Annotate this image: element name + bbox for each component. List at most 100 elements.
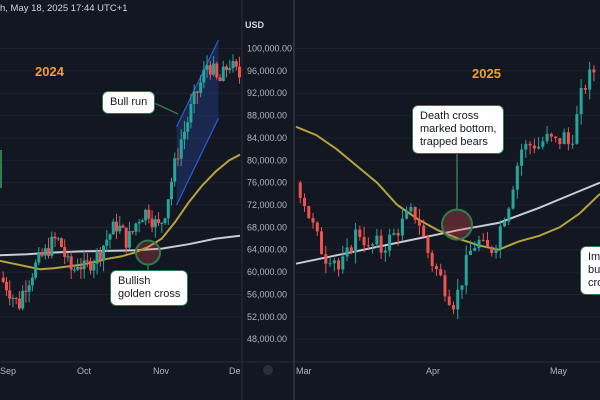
candle-body [234,61,238,67]
candle-body [53,236,57,239]
offscreen-callout-edge [0,150,2,188]
candle-body [147,209,151,219]
channel-upper-line [176,39,219,128]
candle-body [17,298,21,309]
candle-body [140,220,144,223]
tradingview-logo-icon [263,365,273,375]
candle-body [494,247,498,253]
candle-body [24,290,28,292]
candle-body [528,143,532,146]
bull-run-pointer [151,101,179,115]
candle-body [464,254,468,286]
candle-body [537,146,541,149]
candle-body [56,238,60,240]
candle-body [176,158,180,160]
candle-body [92,263,96,271]
bull-run-channel [176,40,219,206]
candle-body [375,235,379,245]
death-cross-marker [441,208,473,241]
candle-body [549,133,553,137]
candle-body [575,114,579,144]
candle-body [507,208,511,222]
candle-body [43,248,47,256]
candle-body [160,222,164,224]
candle-body [311,218,315,223]
candle-body [208,65,212,75]
candle-body [102,245,106,261]
candle-body [349,247,353,253]
candle-body [332,260,336,264]
candle-body [477,239,481,249]
candle-body [150,218,154,228]
candle-body [34,262,38,278]
ma50-line-left [0,153,241,271]
left-panel [0,39,241,311]
candle-body [182,131,186,140]
candle-body [417,219,421,226]
candle-body [76,266,80,270]
candle-body [447,296,451,306]
time-tick-label: De [229,366,241,376]
candle-body [105,239,109,246]
callout-important-bullish-cross: Imp bul cro [580,246,600,295]
candle-body [468,250,472,255]
candle-body [379,235,383,253]
candle-body [562,132,566,145]
price-tick-label: 52,000.00 [247,312,287,322]
candle-body [515,165,519,190]
candle-body [173,158,177,182]
candle-body [405,211,409,219]
candle-body [98,251,102,261]
candle-body [324,254,328,264]
right-panel [295,61,600,320]
candle-body [59,238,63,247]
channel-lower-line [176,118,219,206]
candle-body [383,250,387,253]
year-label-left: 2024 [35,64,64,79]
candle-body [228,68,232,71]
candle-body [111,221,115,235]
candle-body [392,232,396,235]
candle-body [179,139,183,159]
candle-body [583,87,587,90]
candle-body [121,225,125,228]
axis-unit-label: USD [245,20,265,30]
candle-body [89,260,93,271]
candle-body [434,266,438,270]
candle-body [79,266,83,270]
candle-body [328,263,332,265]
candle-body [205,65,209,70]
price-tick-label: 60,000.00 [247,267,287,277]
header-text: h, May 18, 2025 17:44 UTC+1 [0,3,128,14]
time-tick-label: Nov [153,366,170,376]
candle-body [237,66,241,78]
price-tick-label: 48,000.00 [247,334,287,344]
candle-body [212,63,216,75]
candle-body [50,236,54,256]
candle-body [30,277,34,286]
candle-body [460,285,464,290]
candle-body [532,145,536,149]
candle-body [337,260,341,270]
candle-body [85,260,89,262]
candle-body [186,122,190,132]
candle-body [69,256,73,270]
candle-body [21,290,25,309]
time-tick-label: May [550,366,568,376]
candle-body [571,143,575,145]
ma50-line-right [295,125,600,251]
candle-body [114,221,118,232]
candle-body [354,229,358,253]
candle-body [8,290,12,299]
candle-body [170,181,174,200]
candle-body [95,251,99,264]
candle-body [498,226,502,248]
golden-cross-marker [135,239,161,266]
time-tick-label: Oct [77,366,92,376]
candle-body [409,207,413,212]
candle-body [66,256,70,258]
price-tick-label: 76,000.00 [247,178,287,188]
candle-body [503,221,507,227]
